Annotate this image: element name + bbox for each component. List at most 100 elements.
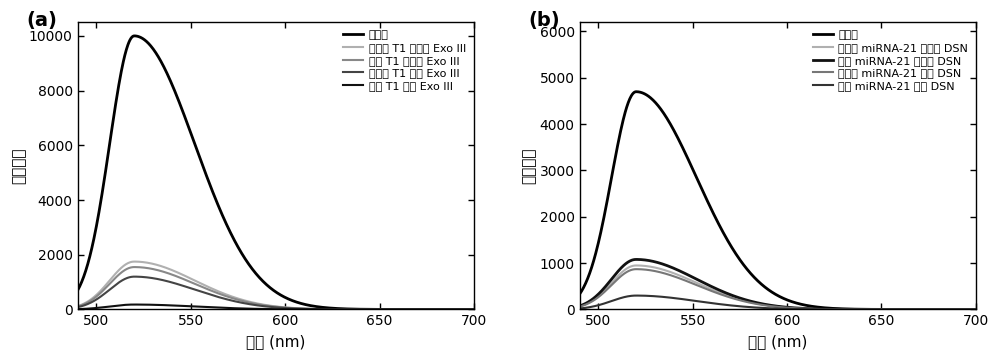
缓冲液 (574, 292, 586, 296)
Line: 存在 miRNA-21 不存在 DSN: 存在 miRNA-21 不存在 DSN (580, 260, 985, 310)
存在 T1 不存在 Exo III (318, 307, 330, 311)
存在 miRNA-21 存在 DSN (923, 307, 935, 312)
不存在 miRNA-21 存在 DSN (832, 307, 844, 311)
缓冲液 (820, 306, 832, 310)
不存在 miRNA-21 存在 DSN (810, 307, 822, 311)
存在 T1 不存在 Exo III (477, 307, 489, 312)
存在 T1 存在 Exo III (308, 307, 320, 311)
存在 miRNA-21 不存在 DSN (574, 304, 586, 308)
缓冲液 (882, 307, 894, 312)
缓冲液 (421, 307, 433, 312)
Y-axis label: 荧光强度: 荧光强度 (522, 148, 537, 184)
不存在 miRNA-21 存在 DSN (882, 307, 894, 312)
缓冲液 (380, 307, 392, 312)
存在 miRNA-21 不存在 DSN (820, 307, 832, 311)
缓冲液 (477, 307, 489, 312)
存在 T1 不存在 Exo III (331, 307, 343, 311)
不存在 T1 存在 Exo III (380, 307, 392, 312)
存在 miRNA-21 不存在 DSN (630, 257, 642, 262)
存在 T1 存在 Exo III (97, 305, 109, 310)
Line: 存在 T1 不存在 Exo III: 存在 T1 不存在 Exo III (78, 267, 483, 310)
存在 miRNA-21 存在 DSN (820, 307, 832, 311)
缓冲液 (128, 34, 140, 38)
不存在 T1 不存在 Exo III (97, 287, 109, 291)
不存在 miRNA-21 不存在 DSN (810, 307, 822, 311)
不存在 miRNA-21 不存在 DSN (820, 307, 832, 311)
存在 T1 存在 Exo III (421, 307, 433, 312)
Line: 存在 miRNA-21 存在 DSN: 存在 miRNA-21 存在 DSN (580, 296, 985, 310)
缓冲液 (832, 306, 844, 311)
存在 T1 不存在 Exo III (308, 307, 320, 311)
存在 T1 存在 Exo III (72, 307, 84, 311)
缓冲液 (331, 306, 343, 311)
存在 miRNA-21 存在 DSN (598, 301, 610, 306)
不存在 T1 存在 Exo III (318, 307, 330, 311)
不存在 T1 不存在 Exo III (308, 307, 320, 311)
不存在 T1 不存在 Exo III (72, 304, 84, 308)
Line: 不存在 T1 存在 Exo III: 不存在 T1 存在 Exo III (78, 276, 483, 310)
存在 T1 存在 Exo III (128, 302, 140, 307)
不存在 T1 不存在 Exo III (477, 307, 489, 312)
存在 T1 存在 Exo III (331, 307, 343, 312)
不存在 T1 存在 Exo III (97, 293, 109, 297)
存在 miRNA-21 存在 DSN (979, 307, 991, 312)
不存在 miRNA-21 不存在 DSN (923, 307, 935, 312)
不存在 miRNA-21 不存在 DSN (630, 263, 642, 267)
缓冲液 (97, 189, 109, 193)
不存在 miRNA-21 不存在 DSN (598, 288, 610, 293)
Line: 不存在 T1 不存在 Exo III: 不存在 T1 不存在 Exo III (78, 262, 483, 310)
缓冲液 (308, 304, 320, 308)
不存在 miRNA-21 存在 DSN (630, 267, 642, 271)
不存在 miRNA-21 不存在 DSN (979, 307, 991, 312)
缓冲液 (923, 307, 935, 312)
Line: 不存在 miRNA-21 存在 DSN: 不存在 miRNA-21 存在 DSN (580, 269, 985, 310)
存在 T1 存在 Exo III (477, 307, 489, 312)
存在 miRNA-21 存在 DSN (882, 307, 894, 312)
不存在 miRNA-21 不存在 DSN (574, 304, 586, 309)
Line: 存在 T1 存在 Exo III: 存在 T1 存在 Exo III (78, 305, 483, 310)
存在 T1 不存在 Exo III (72, 304, 84, 309)
存在 miRNA-21 不存在 DSN (979, 307, 991, 312)
不存在 T1 存在 Exo III (331, 307, 343, 311)
不存在 T1 不存在 Exo III (128, 260, 140, 264)
Text: (b): (b) (528, 11, 560, 30)
缓冲液 (72, 288, 84, 293)
不存在 T1 存在 Exo III (477, 307, 489, 312)
存在 miRNA-21 不存在 DSN (923, 307, 935, 312)
不存在 T1 存在 Exo III (72, 305, 84, 309)
存在 miRNA-21 不存在 DSN (882, 307, 894, 312)
缓冲液 (318, 305, 330, 310)
不存在 T1 不存在 Exo III (421, 307, 433, 312)
Legend: 缓冲液, 不存在 miRNA-21 不存在 DSN, 存在 miRNA-21 不存在 DSN, 不存在 miRNA-21 存在 DSN, 存在 miRNA-21: 缓冲液, 不存在 miRNA-21 不存在 DSN, 存在 miRNA-21 不… (810, 28, 970, 93)
Text: (a): (a) (26, 11, 57, 30)
X-axis label: 波长 (nm): 波长 (nm) (748, 334, 807, 349)
不存在 miRNA-21 存在 DSN (923, 307, 935, 312)
X-axis label: 波长 (nm): 波长 (nm) (246, 334, 305, 349)
缓冲液 (810, 305, 822, 309)
不存在 T1 存在 Exo III (421, 307, 433, 312)
存在 T1 不存在 Exo III (421, 307, 433, 312)
存在 T1 不存在 Exo III (128, 265, 140, 269)
不存在 miRNA-21 存在 DSN (598, 290, 610, 294)
存在 miRNA-21 不存在 DSN (810, 307, 822, 311)
缓冲液 (979, 307, 991, 312)
存在 miRNA-21 不存在 DSN (832, 307, 844, 311)
存在 T1 不存在 Exo III (97, 289, 109, 293)
不存在 T1 存在 Exo III (128, 274, 140, 279)
存在 T1 存在 Exo III (380, 307, 392, 312)
存在 miRNA-21 不存在 DSN (598, 285, 610, 290)
不存在 miRNA-21 存在 DSN (574, 305, 586, 309)
不存在 miRNA-21 不存在 DSN (882, 307, 894, 312)
缓冲液 (630, 90, 642, 94)
不存在 miRNA-21 不存在 DSN (832, 307, 844, 311)
Line: 缓冲液: 缓冲液 (78, 36, 483, 310)
存在 T1 不存在 Exo III (380, 307, 392, 312)
缓冲液 (598, 213, 610, 217)
不存在 T1 不存在 Exo III (380, 307, 392, 312)
不存在 T1 不存在 Exo III (318, 307, 330, 311)
Y-axis label: 荧光强度: 荧光强度 (11, 148, 26, 184)
存在 miRNA-21 存在 DSN (630, 293, 642, 298)
存在 miRNA-21 存在 DSN (832, 307, 844, 312)
Legend: 缓冲液, 不存在 T1 不存在 Exo III, 存在 T1 不存在 Exo III, 不存在 T1 存在 Exo III, 存在 T1 存在 Exo III: 缓冲液, 不存在 T1 不存在 Exo III, 存在 T1 不存在 Exo I… (341, 28, 468, 93)
Line: 缓冲液: 缓冲液 (580, 92, 985, 310)
